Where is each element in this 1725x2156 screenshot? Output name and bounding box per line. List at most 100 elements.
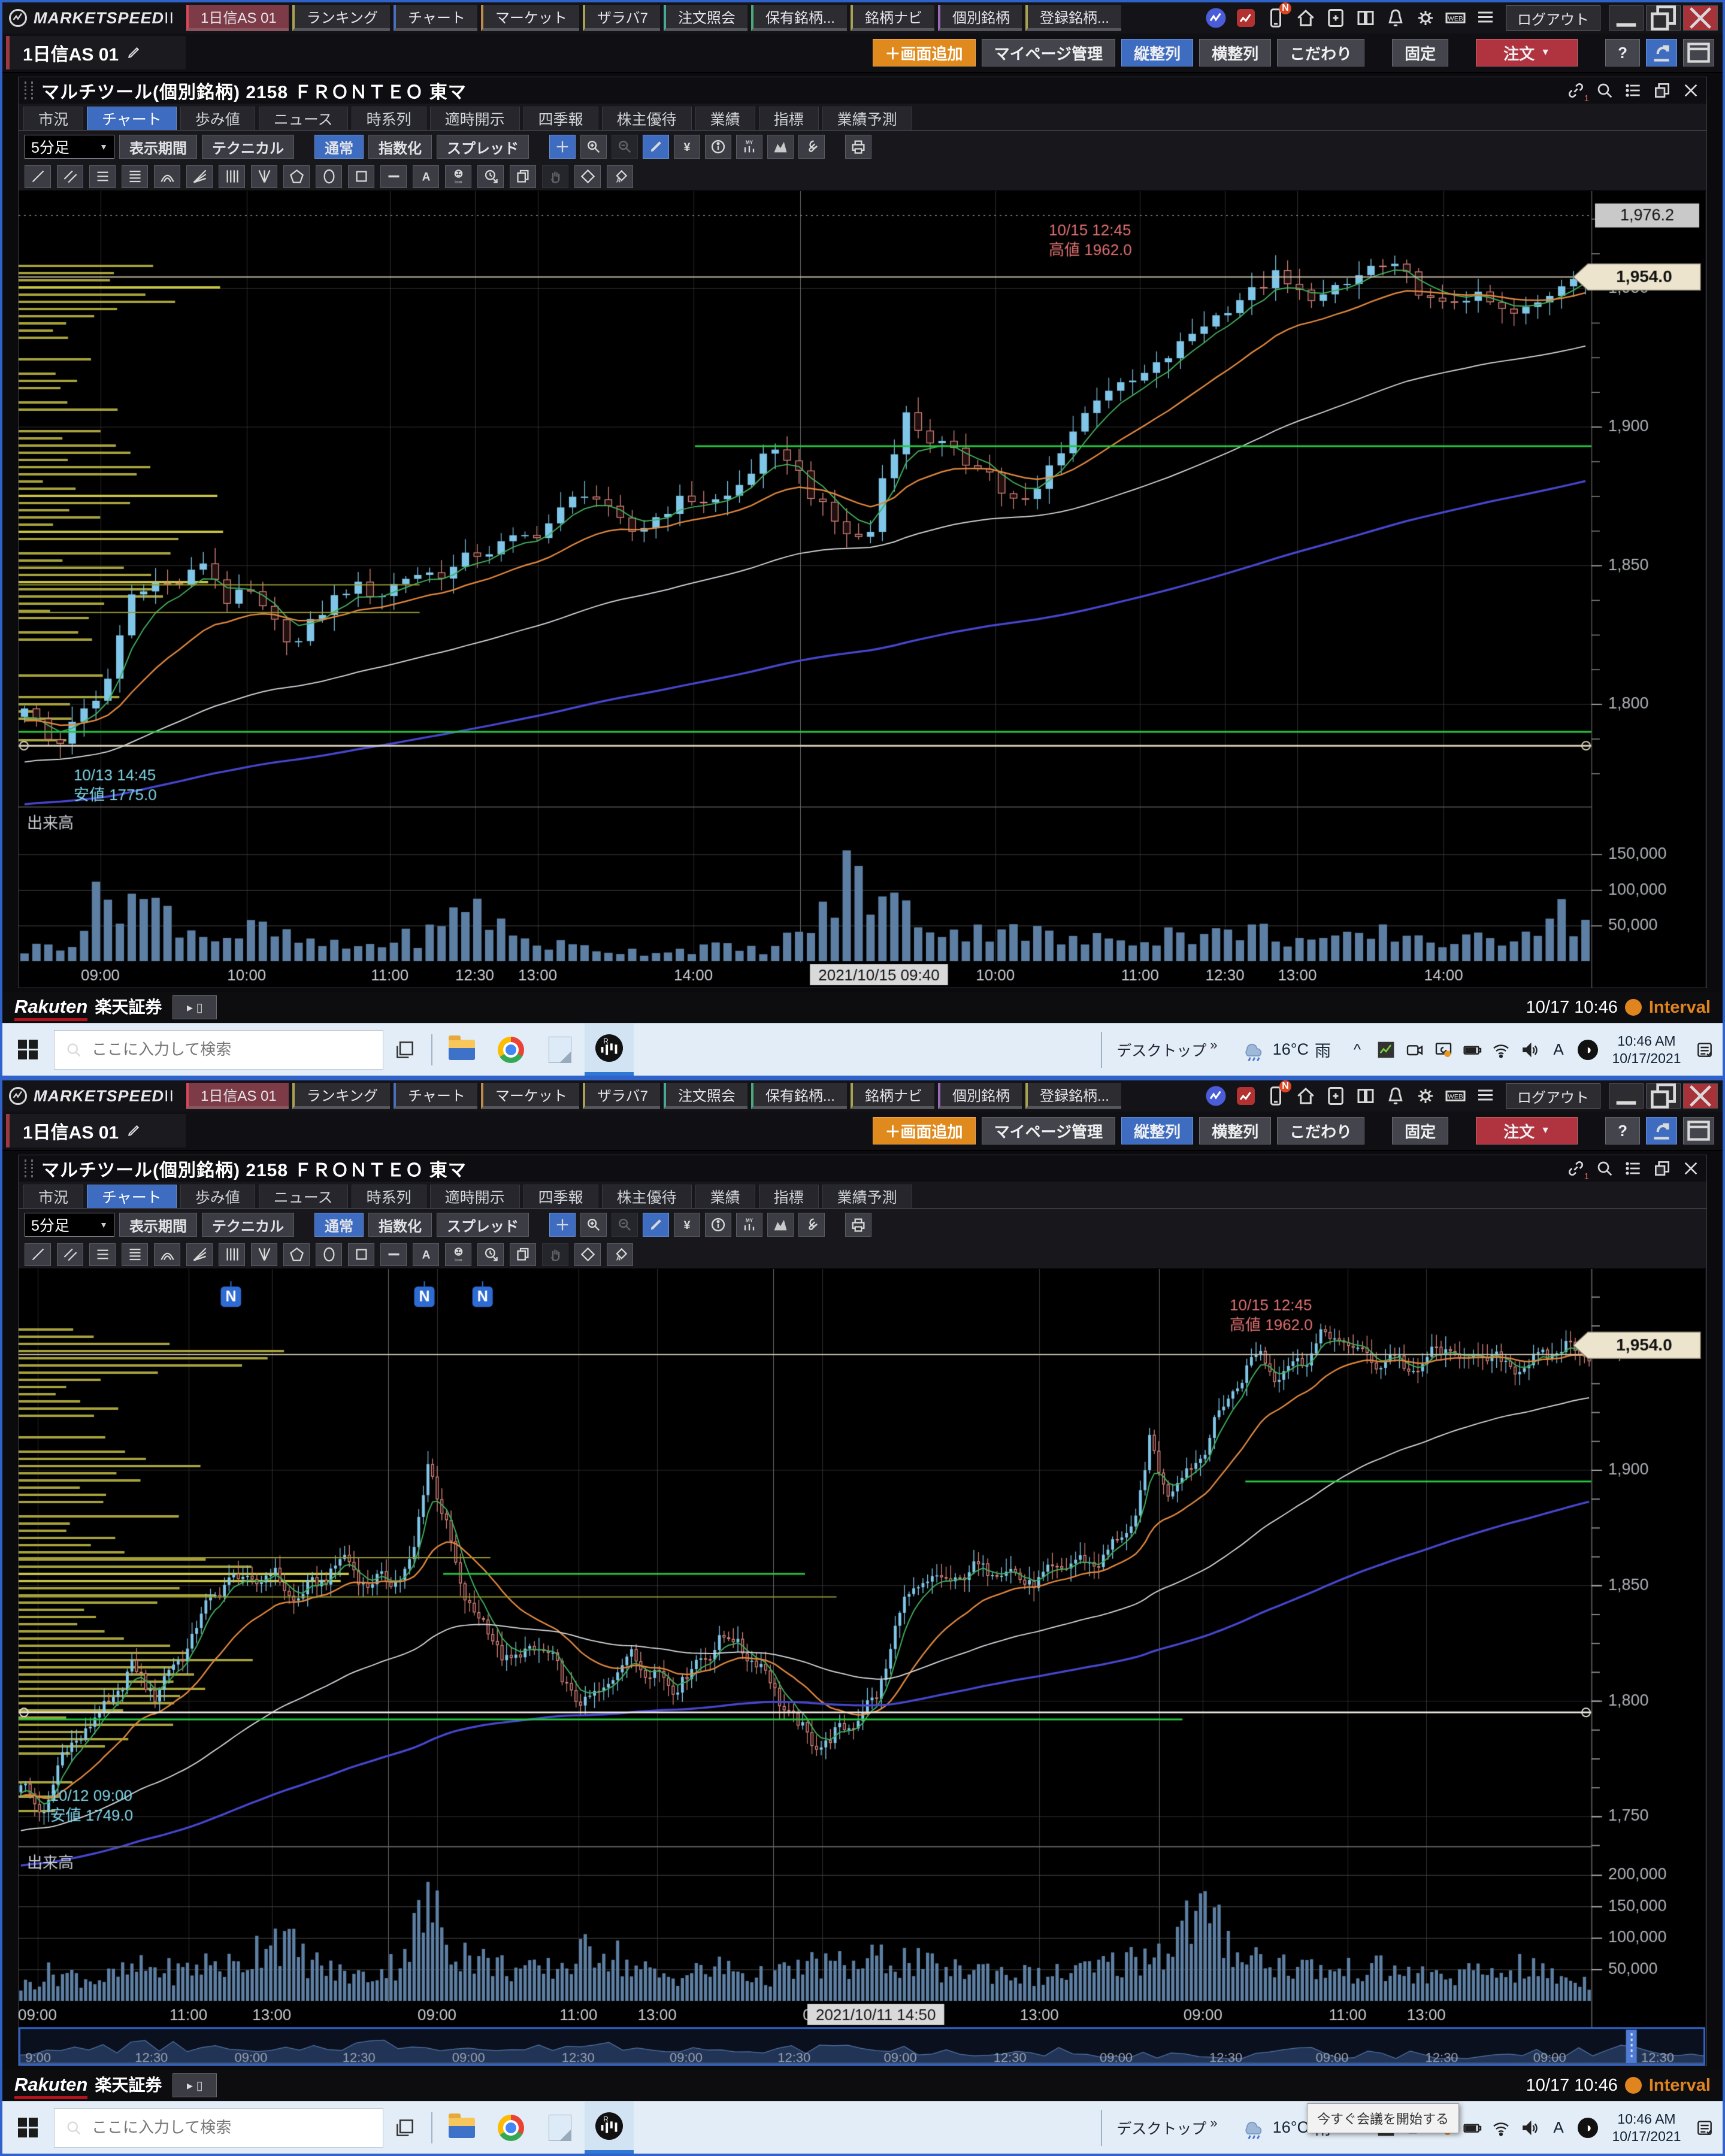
my-chart-button[interactable]: MY (736, 135, 762, 159)
chart-tile-icon[interactable] (1235, 7, 1257, 29)
toolbar-button-表示期間[interactable]: 表示期間 (119, 135, 197, 159)
minimize-button[interactable] (1609, 5, 1644, 31)
web-icon[interactable]: WEB (1445, 7, 1466, 29)
pin-button[interactable]: 固定 (1392, 1117, 1449, 1144)
top-nav-tab[interactable]: ランキング (292, 5, 391, 31)
price-lines-tool[interactable] (122, 1243, 148, 1266)
chart-tab-業績予測[interactable]: 業績予測 (822, 107, 912, 130)
restore-button[interactable] (1646, 5, 1681, 31)
volume-tray-icon[interactable] (1520, 2118, 1539, 2137)
notification-center-icon[interactable] (1695, 1040, 1714, 1059)
drag-grip-icon[interactable] (25, 81, 33, 99)
top-nav-tab[interactable]: チャート (394, 5, 477, 31)
mobile-app-icon[interactable]: N (1265, 1080, 1291, 1107)
top-nav-tab[interactable]: マーケット (480, 1083, 579, 1109)
chart-tab-ニュース[interactable]: ニュース (258, 107, 348, 130)
news-icon[interactable] (1355, 1085, 1376, 1107)
mobile-app-icon[interactable]: N (1265, 2, 1291, 29)
chart-tab-ニュース[interactable]: ニュース (258, 1185, 348, 1208)
draw-button[interactable] (643, 135, 669, 159)
fibonacci-arc-tool[interactable] (154, 165, 180, 188)
text-tool[interactable]: A (413, 165, 439, 188)
parallel-line-tool[interactable] (57, 1243, 83, 1266)
search-input[interactable] (90, 1040, 372, 1059)
icon-stamp-tool[interactable]: icon (445, 1243, 471, 1266)
close-button[interactable] (1683, 5, 1718, 31)
battery-tray-icon[interactable] (1463, 1040, 1482, 1059)
taskbar-app-notepad[interactable] (535, 2102, 585, 2154)
print-button[interactable] (845, 1213, 871, 1237)
search-input[interactable] (90, 2118, 372, 2137)
chart-settings-button[interactable] (798, 1213, 825, 1237)
vertical-lines-tool[interactable] (219, 165, 245, 188)
icon-stamp-tool[interactable]: icon (445, 165, 471, 188)
chart-tab-市況[interactable]: 市況 (23, 1185, 84, 1208)
toolbar-button-指数化[interactable]: 指数化 (368, 1213, 432, 1237)
link-group-icon[interactable]: 1 (1566, 1159, 1589, 1182)
start-button[interactable] (2, 2102, 54, 2154)
hand-tool[interactable] (542, 1243, 568, 1266)
ime-letter[interactable]: A (1553, 1040, 1564, 1058)
top-nav-tab[interactable]: 個別銘柄 (937, 5, 1022, 31)
chart-tab-指標[interactable]: 指標 (758, 107, 819, 130)
taskbar-app-chrome[interactable] (486, 2102, 535, 2154)
panel-toggle-button[interactable]: ▸ ▯ (172, 2073, 217, 2097)
time-cycle-tool[interactable] (477, 1243, 504, 1266)
top-nav-tab[interactable]: 注文照会 (663, 5, 748, 31)
trendline-tool[interactable] (25, 1243, 51, 1266)
vertical-align-button[interactable]: 縦整列 (1121, 39, 1194, 66)
chart-tab-チャート[interactable]: チャート (87, 107, 177, 130)
chart-tab-株主優待[interactable]: 株主優待 (601, 1185, 692, 1208)
horizontal-segment-tool[interactable] (380, 165, 407, 188)
workspace-title-tab[interactable]: 1日信AS 01 (6, 1114, 186, 1147)
fan-line-tool[interactable] (186, 1243, 213, 1266)
order-button[interactable]: 注文 ▼ (1476, 1117, 1578, 1144)
popout-button[interactable] (1683, 1117, 1714, 1144)
price-chart-canvas[interactable] (19, 1269, 1705, 2066)
add-window-icon[interactable] (1325, 1085, 1346, 1107)
hand-tool[interactable] (542, 165, 568, 188)
chart-tab-指標[interactable]: 指標 (758, 1185, 819, 1208)
weather-widget[interactable]: 16°C 雨 (1232, 1037, 1339, 1063)
workspace-title-tab[interactable]: 1日信AS 01 (6, 36, 186, 69)
horizontal-align-button[interactable]: 横整列 (1199, 1117, 1272, 1144)
taskbar-clock[interactable]: 10:46 AM 10/17/2021 (1608, 1032, 1685, 1067)
rectangle-tool[interactable] (348, 165, 374, 188)
add-screen-button[interactable]: ＋画面追加 (872, 1117, 976, 1144)
ime-mode-icon[interactable]: ◑ (1578, 1039, 1598, 1060)
top-nav-tab[interactable]: ザラバ7 (582, 5, 660, 31)
notifications-bell-icon[interactable] (1385, 1085, 1406, 1107)
mypage-manage-button[interactable]: マイページ管理 (981, 39, 1116, 66)
help-button[interactable]: ? (1605, 1117, 1640, 1144)
copy-tool[interactable] (510, 1243, 536, 1266)
my-chart-button[interactable]: MY (736, 1213, 762, 1237)
top-nav-tab[interactable]: マーケット (480, 5, 579, 31)
chart-tab-業績[interactable]: 業績 (695, 1185, 755, 1208)
screen-share-tray-icon[interactable] (1434, 1040, 1453, 1059)
toolbar-button-スプレッド[interactable]: スプレッド (437, 1213, 529, 1237)
price-button[interactable]: ¥ (674, 135, 700, 159)
erase-all-tool[interactable]: A (607, 165, 633, 188)
price-chart-canvas[interactable] (19, 191, 1705, 988)
task-view-button[interactable] (383, 1024, 426, 1076)
desktop-toolbar[interactable]: デスクトップ » (1101, 2109, 1231, 2146)
close-button[interactable] (1683, 1083, 1718, 1109)
taskbar-clock[interactable]: 10:46 AM 10/17/2021 (1608, 2110, 1685, 2145)
toolbar-button-テクニカル[interactable]: テクニカル (202, 135, 294, 159)
notification-center-icon[interactable] (1695, 2118, 1714, 2137)
toolbar-button-指数化[interactable]: 指数化 (368, 135, 432, 159)
toolbar-button-通常[interactable]: 通常 (314, 135, 364, 159)
taskbar-app-marketspeed[interactable]: R (585, 2102, 634, 2154)
shortcut-button[interactable] (1646, 1117, 1677, 1144)
pentagon-tool[interactable] (283, 165, 310, 188)
zoom-in-button[interactable] (580, 135, 607, 159)
interval-select[interactable]: 5分足 ▼ (25, 1213, 114, 1237)
toolbar-button-スプレッド[interactable]: スプレッド (437, 135, 529, 159)
restore-button[interactable] (1646, 1083, 1681, 1109)
price-button[interactable]: ¥ (674, 1213, 700, 1237)
toolbar-button-通常[interactable]: 通常 (314, 1213, 364, 1237)
chart-tab-業績[interactable]: 業績 (695, 107, 755, 130)
settings-gear-icon[interactable] (1415, 1085, 1436, 1107)
home-icon[interactable] (1295, 7, 1317, 29)
chart-tab-チャート[interactable]: チャート (87, 1185, 177, 1208)
